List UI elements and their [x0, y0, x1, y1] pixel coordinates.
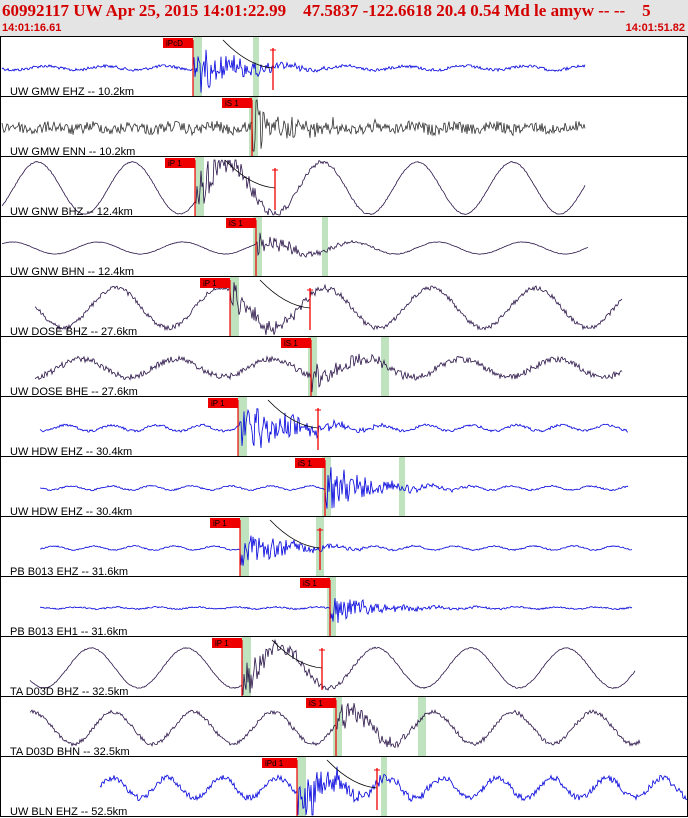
- pick-window: [418, 696, 426, 756]
- pick-label: iS 1: [298, 459, 312, 468]
- start-time-label: 14:01:16.61: [2, 22, 62, 34]
- trace-panel: iPcD UW GMW EHZ -- 10.2km: [0, 36, 688, 98]
- pick-window: [327, 576, 336, 636]
- pick-label-box: [208, 398, 238, 408]
- pick-label-box: [200, 278, 230, 288]
- pick-window: [230, 276, 239, 336]
- trace-panel: iP 1 UW DOSE BHZ -- 27.6km: [0, 276, 688, 338]
- waveform-line: [39, 408, 629, 449]
- pick-label: iPd 1: [265, 759, 284, 768]
- pick-window: [195, 156, 204, 216]
- coda-curve: [222, 39, 274, 69]
- waveform-line: [39, 467, 629, 509]
- waveform-line: [39, 535, 633, 566]
- waveform-line: [34, 353, 623, 393]
- trace-panel: iP 1 PB B013 EHZ -- 31.6km: [0, 516, 688, 578]
- trace-panel: iS 1 UW GNW BHN -- 12.4km: [0, 216, 688, 278]
- trace-label: PB B013 EHZ -- 31.6km: [10, 566, 128, 578]
- pick-label-box: [226, 218, 256, 228]
- trace-panel: iP 1 UW GNW BHZ -- 12.4km: [0, 156, 688, 218]
- trace-label: UW GMW ENN -- 10.2km: [10, 146, 135, 158]
- coda-curve: [259, 279, 311, 309]
- pick-label-box: [262, 758, 297, 768]
- pick-label: iP 1: [168, 159, 182, 168]
- pick-window: [381, 756, 387, 816]
- trace-label: UW DOSE BHE -- 27.6km: [10, 386, 138, 398]
- trace-panel: iS 1 TA D03D BHN -- 32.5km: [0, 696, 688, 758]
- coda-curve: [326, 759, 378, 789]
- trace-label: UW BLN EHZ -- 52.5km: [10, 806, 127, 818]
- waveform-line: [1, 99, 586, 152]
- header-bar: 60992117 UW Apr 25, 2015 14:01:22.99 47.…: [0, 0, 688, 36]
- pick-window: [381, 336, 389, 396]
- pick-label-box: [306, 698, 336, 708]
- coda-curve: [271, 639, 323, 669]
- waveform-line: [99, 766, 688, 816]
- pick-label: iP 1: [213, 519, 227, 528]
- waveform-line: [39, 598, 633, 623]
- trace-panel: iS 1 PB B013 EH1 -- 31.6km: [0, 576, 688, 638]
- pick-label: iP 1: [211, 399, 225, 408]
- pick-label: iS 1: [303, 579, 317, 588]
- pick-window: [238, 396, 247, 456]
- pick-label-box: [222, 98, 252, 108]
- pick-window: [253, 36, 259, 96]
- trace-panel: iP 1 TA D03D BHZ -- 32.5km: [0, 636, 688, 698]
- waveform-line: [1, 49, 586, 93]
- seismogram-plot: iPcD UW GMW EHZ -- 10.2km iS 1 UW GMW ENN -…: [0, 36, 688, 818]
- pick-window: [249, 96, 258, 156]
- coda-curve: [267, 399, 319, 429]
- trace-label: UW GNW BHN -- 12.4km: [10, 266, 134, 278]
- coda-curve: [224, 159, 276, 189]
- trace-panel: iS 1 UW HDW EHZ -- 30.4km: [0, 456, 688, 518]
- waveform-line: [29, 703, 641, 749]
- pick-label-box: [281, 338, 311, 348]
- trace-label: UW DOSE BHZ -- 27.6km: [10, 326, 137, 338]
- waveform-line: [29, 638, 636, 696]
- pick-label: iS 1: [309, 699, 323, 708]
- pick-label: iS 1: [225, 99, 239, 108]
- trace-label: PB B013 EH1 -- 31.6km: [10, 626, 127, 638]
- coda-curve: [269, 519, 321, 549]
- pick-window: [308, 336, 317, 396]
- trace-panel: iP 1 UW HDW EHZ -- 30.4km: [0, 396, 688, 458]
- pick-label-box: [210, 518, 240, 528]
- pick-window: [322, 456, 331, 516]
- waveform-line: [1, 159, 586, 216]
- pick-label: iP 1: [215, 639, 229, 648]
- event-title: 60992117 UW Apr 25, 2015 14:01:22.99 47.…: [2, 1, 651, 20]
- trace-label: TA D03D BHN -- 32.5km: [10, 746, 130, 758]
- pick-label: iP 1: [203, 279, 217, 288]
- waveform-line: [34, 282, 623, 335]
- trace-label: UW HDW EHZ -- 30.4km: [10, 506, 132, 518]
- trace-label: UW GMW EHZ -- 10.2km: [10, 86, 134, 98]
- pick-label: iS 1: [229, 219, 243, 228]
- pick-label-box: [295, 458, 325, 468]
- pick-label-box: [163, 38, 193, 48]
- trace-label: UW HDW EHZ -- 30.4km: [10, 446, 132, 458]
- trace-panel: iS 1 UW DOSE BHE -- 27.6km: [0, 336, 688, 398]
- pick-label-box: [165, 158, 195, 168]
- pick-label: iPcD: [166, 39, 183, 48]
- trace-label: TA D03D BHZ -- 32.5km: [10, 686, 128, 698]
- pick-label: iS 1: [284, 339, 298, 348]
- pick-label-box: [300, 578, 330, 588]
- pick-window: [322, 216, 328, 276]
- trace-panel: iPd 1 UW BLN EHZ -- 52.5km: [0, 756, 688, 818]
- trace-panel: iS 1 UW GMW ENN -- 10.2km: [0, 96, 688, 158]
- trace-label: UW GNW BHZ -- 12.4km: [10, 206, 133, 218]
- end-time-label: 14:01:51.82: [625, 22, 685, 34]
- waveform-line: [2, 232, 589, 258]
- pick-window: [297, 756, 306, 816]
- pick-label-box: [212, 638, 242, 648]
